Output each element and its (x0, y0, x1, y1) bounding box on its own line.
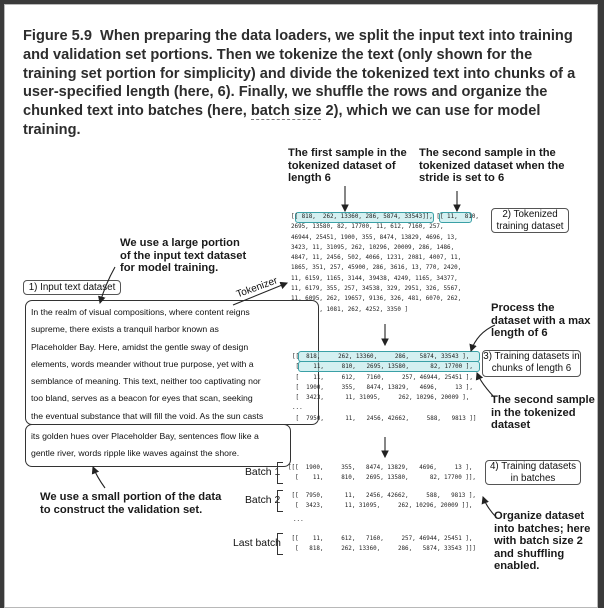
batch-1-label: Batch 1 (245, 467, 281, 478)
arrow-tokenizer (232, 281, 289, 306)
tokenized-text: [[ 818, 262, 13360, 286, 5874, 33543]], … (291, 212, 479, 315)
last-batch-bracket (277, 533, 283, 555)
label-process-dataset: Process the dataset with a max length of… (491, 302, 591, 339)
batch-2-label: Batch 2 (245, 495, 281, 506)
tokenized-line: 11, 6179, 355, 257, 34538, 329, 2951, 32… (291, 286, 462, 293)
first-sample-highlight (295, 212, 434, 223)
last-batch-rows: [[ 11, 612, 7160, 257, 46944, 25451 ], [… (288, 534, 476, 555)
label-second-sample: The second sample in the tokenized datas… (491, 394, 595, 431)
box-tokenized-training-dataset: 2) Tokenized training dataset (491, 208, 569, 233)
training-text-line: In the realm of visual compositions, whe… (31, 307, 250, 317)
batch-row: [ 3423, 11, 31095, 262, 10296, 20009 ]], (288, 503, 473, 510)
arrow-process-dataset (469, 324, 496, 353)
caption-batch-size-term[interactable]: batch size (250, 103, 322, 121)
chunk-second-highlight (298, 361, 480, 372)
label-large-portion: We use a large portion of the input text… (120, 237, 247, 274)
batch-ellipsis: ... (293, 517, 304, 523)
batch-1-bracket (277, 462, 283, 484)
validation-text-box: its golden hues over Placeholder Bay, se… (25, 424, 291, 467)
training-text-line: the eventual substance that will fill th… (31, 410, 264, 421)
chunk-row: ... (292, 405, 303, 412)
connector-arrows (91, 186, 498, 519)
chunk-row: [ 11, 810, 2695, 13580, 82, 17700 ], (292, 364, 473, 371)
second-sample-highlight (439, 212, 472, 223)
batch-row: [[[ 1900, 355, 8474, 13829, 4696, 13 ], (288, 465, 473, 471)
training-text-line: Placeholder Bay. Here, amidst the gentle… (31, 341, 249, 352)
training-text-line: elements, words meander without true pur… (31, 358, 254, 369)
tokenized-line: 4847, 11, 2456, 502, 4066, 1231, 2081, 4… (291, 255, 462, 262)
validation-text-line: its golden hues over Placeholder Bay, se… (31, 431, 259, 441)
tokenized-line: 2695, 13580, 82, 17700, 11, 612, 7160, 2… (291, 224, 444, 231)
tokenized-line: 1865, 351, 257, 45900, 286, 3616, 13, 77… (291, 265, 462, 272)
chunk-row: [[ 818, 262, 13360, 286, 5874, 33543 ], (292, 354, 470, 360)
training-text-line: supreme, there exists a tranquil harbor … (31, 324, 219, 335)
arrow-organize-batches (481, 495, 498, 519)
validation-text-lines: its golden hues over Placeholder Bay, se… (31, 428, 285, 463)
batch-row: [[ 11, 612, 7160, 257, 46944, 25451 ], (288, 536, 473, 542)
label-second-sample-stride: The second sample in the tokenized datas… (419, 147, 565, 184)
training-text-lines: In the realm of visual compositions, whe… (31, 304, 313, 425)
arrow-large-portion (98, 266, 116, 305)
training-text-line: too bland, serves as a beacon for eyes t… (31, 393, 253, 404)
box-input-text-dataset: 1) Input text dataset (23, 280, 121, 295)
tokenized-line: 46944, 25451, 1900, 355, 8474, 13829, 46… (291, 234, 458, 241)
caption-text-after: 2), which we can use for model training. (23, 103, 541, 138)
batch-row: [ 11, 810, 2695, 13580, 82, 17700 ]], (288, 475, 476, 482)
batch-2-rows: [[ 7950, 11, 2456, 42662, 588, 9813 ], [… (288, 491, 476, 512)
tokenized-line: 3423, 11, 31095, 262, 10296, 20009, 286,… (291, 244, 455, 251)
training-text-line: semblance of meaning. This text, neither… (31, 376, 261, 387)
batch-1-rows: [[[ 1900, 355, 8474, 13829, 4696, 13 ], … (288, 463, 476, 484)
caption-lead: Figure 5.9 (23, 28, 92, 44)
chunk-row: [ 11, 612, 7160, 257, 46944, 25451 ], (292, 374, 473, 381)
arrow-second-sample (475, 371, 495, 398)
chunk-row: [ 1900, 355, 8474, 13829, 4696, 13 ], (292, 384, 473, 391)
batch-row: [[ 7950, 11, 2456, 42662, 588, 9813 ], (288, 493, 476, 499)
label-first-sample: The first sample in the tokenized datase… (288, 147, 407, 184)
tokenized-line: 11, 6159, 1165, 3144, 39438, 4249, 1165,… (291, 275, 458, 282)
chunk-row: [ 7950, 11, 2456, 42662, 588, 9813 ]] (292, 415, 477, 422)
box-training-datasets-chunks: 3) Training datasets in chunks of length… (482, 350, 581, 377)
figure-page: Figure 5.9 When preparing the data loade… (4, 4, 598, 608)
caption-text-before: When preparing the data loaders, we spli… (23, 28, 576, 120)
arrow-small-portion (91, 465, 106, 489)
training-text-box: In the realm of visual compositions, whe… (25, 300, 319, 425)
label-small-portion: We use a small portion of the data to co… (40, 491, 222, 516)
box-training-batches: 4) Training datasets in batches (485, 460, 581, 485)
tokenized-line: 11, 6095, 262, 19657, 9136, 326, 481, 60… (291, 296, 462, 303)
figure-caption: Figure 5.9 When preparing the data loade… (23, 27, 588, 140)
tokenized-line: [[ 818, 262, 13360, 286, 5874, 33543]], … (291, 214, 479, 220)
label-organize-batches: Organize dataset into batches; here with… (494, 510, 591, 572)
training-chunks: [[ 818, 262, 13360, 286, 5874, 33543 ], … (292, 352, 476, 424)
batch-row: [ 818, 262, 13360, 286, 5874, 33543 ]]] (288, 546, 476, 553)
chunk-row: [ 3423, 11, 31095, 262, 10296, 20009 ], (292, 395, 470, 402)
validation-text-line: gentle river, words ripple like waves ag… (31, 448, 240, 459)
batch-2-bracket (277, 490, 283, 512)
last-batch-label: Last batch (233, 538, 281, 549)
